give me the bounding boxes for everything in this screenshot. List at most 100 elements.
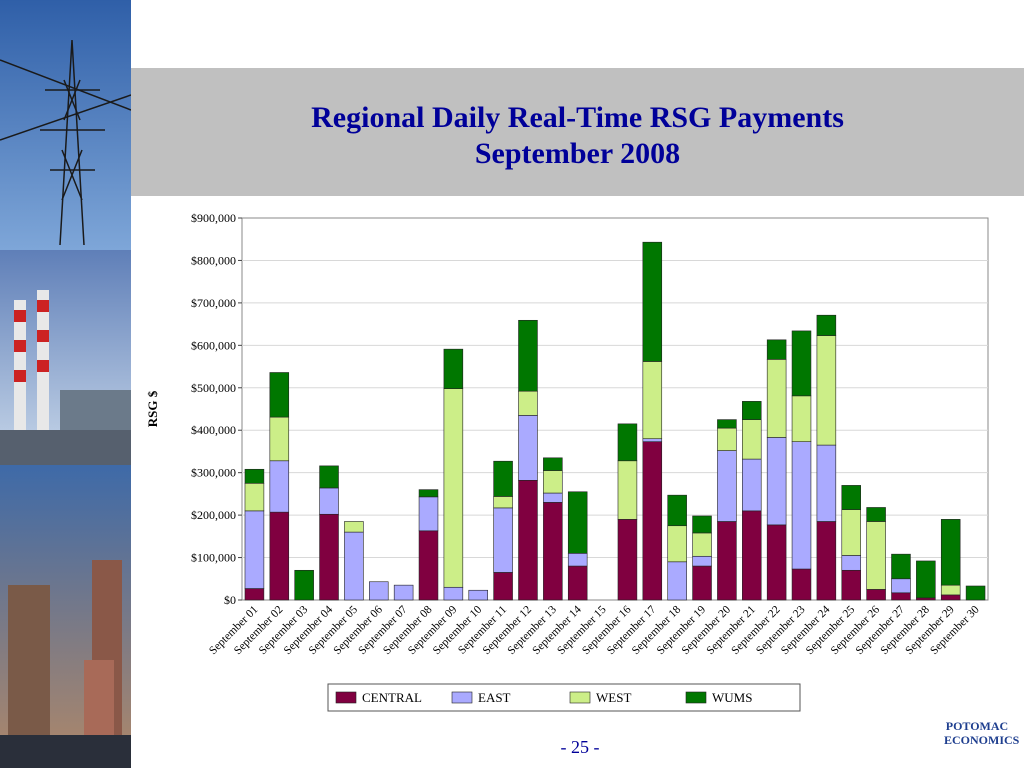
bar-east-september-11 bbox=[493, 507, 513, 573]
y-tick-label: $200,000 bbox=[191, 508, 236, 522]
legend-swatch-central bbox=[335, 691, 357, 704]
y-tick-label: $900,000 bbox=[191, 211, 236, 225]
bar-east-september-19 bbox=[692, 555, 712, 567]
bar-wums-september-08 bbox=[418, 489, 439, 498]
bar-west-september-19 bbox=[692, 532, 712, 557]
bar-wums-september-18 bbox=[667, 494, 687, 527]
y-tick-label: $0 bbox=[224, 593, 236, 607]
bar-east-september-05 bbox=[344, 531, 364, 601]
y-tick-label: $700,000 bbox=[191, 296, 236, 310]
bar-west-september-12 bbox=[518, 390, 538, 416]
bar-east-september-04 bbox=[319, 487, 339, 515]
bar-east-september-07 bbox=[393, 584, 414, 601]
bar-east-september-25 bbox=[841, 555, 861, 571]
y-tick-label: $100,000 bbox=[191, 551, 236, 565]
bar-east-september-20 bbox=[717, 450, 737, 522]
potomac-economics-logo: POTOMAC ECONOMICS bbox=[944, 719, 1020, 747]
bar-east-september-27 bbox=[891, 578, 911, 594]
bar-east-september-24 bbox=[816, 444, 837, 522]
bar-east-september-08 bbox=[418, 496, 439, 532]
bar-wums-september-27 bbox=[891, 553, 911, 580]
bar-east-september-09 bbox=[443, 586, 464, 601]
bar-central-september-11 bbox=[493, 572, 513, 601]
logo-line2: ECONOMICS bbox=[944, 733, 1020, 747]
bar-wums-september-28 bbox=[916, 560, 936, 599]
bar-west-september-09 bbox=[443, 388, 464, 588]
bar-east-september-21 bbox=[742, 458, 762, 512]
bar-central-september-24 bbox=[816, 521, 837, 601]
bar-central-september-13 bbox=[543, 502, 563, 601]
legend-swatch-west bbox=[569, 691, 591, 704]
bar-central-september-22 bbox=[766, 524, 787, 601]
bar-west-september-22 bbox=[766, 359, 787, 438]
chart-container: $0 $100,000 $200,000 $300,000 $400,000 $500,0… bbox=[138, 210, 992, 716]
side-photo-image bbox=[0, 0, 131, 768]
bar-wums-september-22 bbox=[766, 339, 787, 360]
bar-central-september-17 bbox=[642, 441, 663, 601]
side-photo-collage bbox=[0, 0, 131, 768]
bar-west-september-11 bbox=[493, 496, 513, 509]
bar-west-september-01 bbox=[244, 482, 265, 512]
bar-west-september-23 bbox=[791, 395, 812, 442]
bar-wums-september-20 bbox=[717, 419, 737, 429]
legend-box bbox=[327, 683, 801, 712]
bar-west-september-16 bbox=[617, 460, 638, 520]
bar-central-september-02 bbox=[269, 511, 290, 601]
title-band bbox=[131, 68, 1024, 196]
bar-central-september-26 bbox=[866, 589, 886, 601]
bar-west-september-05 bbox=[344, 521, 364, 533]
bar-wums-september-16 bbox=[617, 423, 638, 462]
bar-west-september-24 bbox=[816, 335, 837, 446]
slide-title: Regional Daily Real-Time RSG Payments Se… bbox=[131, 100, 1024, 172]
bar-west-september-25 bbox=[841, 509, 861, 556]
bar-wums-september-03 bbox=[294, 569, 314, 601]
bar-wums-september-30 bbox=[965, 585, 986, 601]
bar-west-september-13 bbox=[543, 470, 563, 494]
bar-central-september-20 bbox=[717, 521, 737, 601]
bar-central-september-25 bbox=[841, 569, 861, 601]
bar-wums-september-21 bbox=[742, 401, 762, 420]
legend-swatch-wums bbox=[685, 691, 707, 704]
bar-central-september-01 bbox=[244, 588, 265, 601]
slide-title-line1: Regional Daily Real-Time RSG Payments bbox=[311, 101, 844, 134]
bar-wums-september-14 bbox=[567, 491, 588, 554]
bar-east-september-12 bbox=[518, 415, 538, 481]
bar-west-september-02 bbox=[269, 416, 290, 462]
bar-east-september-10 bbox=[468, 589, 488, 601]
bar-wums-september-24 bbox=[816, 314, 837, 336]
bar-wums-september-01 bbox=[244, 468, 265, 484]
bar-east-september-14 bbox=[567, 553, 588, 567]
bar-west-september-20 bbox=[717, 427, 737, 451]
y-tick-label: $400,000 bbox=[191, 423, 236, 437]
bar-east-september-18 bbox=[667, 561, 687, 601]
bar-west-september-29 bbox=[940, 584, 961, 596]
logo-line1: POTOMAC bbox=[945, 719, 1009, 733]
bar-west-september-17 bbox=[642, 361, 663, 440]
bar-central-september-27 bbox=[891, 592, 911, 601]
slide-title-line2: September 2008 bbox=[474, 137, 681, 170]
bar-east-september-13 bbox=[543, 492, 563, 503]
rsg-stacked-bar-chart: $0 $100,000 $200,000 $300,000 $400,000 $500,0… bbox=[145, 211, 989, 712]
bar-east-september-06 bbox=[369, 581, 389, 601]
bar-east-september-02 bbox=[269, 460, 290, 513]
legend-label-east: EAST bbox=[478, 690, 511, 705]
bar-east-september-23 bbox=[791, 441, 812, 570]
bar-wums-september-19 bbox=[692, 515, 712, 534]
page-number: - 25 - bbox=[560, 737, 600, 757]
bar-central-september-21 bbox=[742, 510, 762, 601]
bar-wums-september-29 bbox=[940, 519, 961, 586]
bar-wums-september-11 bbox=[493, 460, 513, 497]
bar-wums-september-25 bbox=[841, 485, 861, 510]
bar-central-september-16 bbox=[617, 519, 638, 601]
legend-label-west: WEST bbox=[596, 690, 631, 705]
y-tick-label: $500,000 bbox=[191, 381, 236, 395]
y-axis-label: RSG $ bbox=[145, 390, 160, 427]
y-tick-label: $800,000 bbox=[191, 253, 236, 267]
plot-area bbox=[241, 217, 989, 601]
bar-central-september-28 bbox=[916, 597, 936, 601]
bar-central-september-14 bbox=[567, 565, 588, 601]
bar-west-september-26 bbox=[866, 521, 886, 590]
bar-wums-september-12 bbox=[518, 319, 538, 392]
legend-label-central: CENTRAL bbox=[362, 690, 422, 705]
bar-wums-september-04 bbox=[319, 465, 339, 489]
